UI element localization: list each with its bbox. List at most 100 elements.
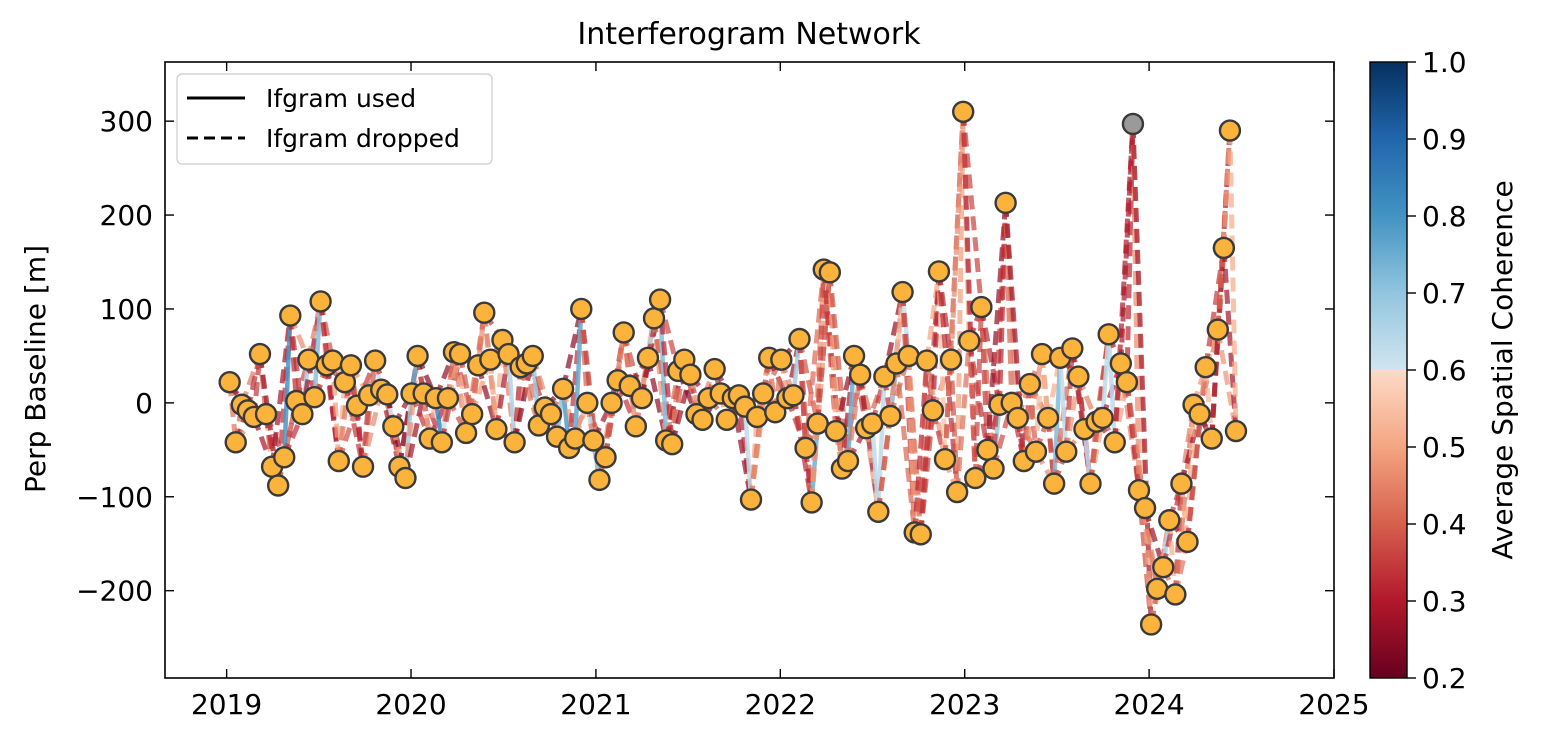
acquisition-point	[1055, 440, 1078, 463]
acquisition-point	[1109, 352, 1133, 375]
ifgram-dropped-edge	[1203, 366, 1215, 439]
acquisition-point	[800, 491, 823, 514]
acquisition-point	[745, 405, 769, 429]
ifgram-dropped-edge	[978, 306, 1003, 406]
ifgram-dropped-edge	[1130, 123, 1154, 625]
acquisition-point	[1061, 337, 1084, 360]
acquisition-point	[788, 327, 811, 351]
acquisition-point	[891, 280, 914, 304]
acquisition-point	[248, 342, 272, 366]
ifgram-dropped-edge	[936, 271, 960, 493]
acquisition-point	[1164, 583, 1187, 606]
acquisition-point	[1018, 372, 1042, 396]
x-tick-label: 2024	[1113, 688, 1184, 721]
ifgram-dropped-edge	[991, 402, 1015, 470]
x-tick-label: 2021	[560, 688, 631, 721]
acquisition-point	[594, 446, 617, 469]
acquisition-point	[1103, 431, 1126, 454]
ifgram-used-edge	[1057, 357, 1069, 452]
acquisition-point	[958, 329, 981, 353]
x-tick-label: 2020	[375, 688, 446, 721]
acquisition-point	[273, 446, 296, 469]
ifgram-dropped-edge	[875, 363, 899, 513]
acquisition-point	[521, 344, 544, 368]
acquisition-point	[824, 419, 848, 443]
acquisition-point	[648, 288, 672, 311]
acquisition-point	[254, 402, 278, 426]
acquisition-point	[1212, 236, 1236, 260]
y-tick-label: 200	[100, 199, 153, 232]
acquisition-point	[1194, 355, 1217, 379]
ifgram-dropped-edge	[560, 308, 584, 390]
acquisition-point	[982, 457, 1005, 480]
acquisition-point	[1218, 119, 1242, 142]
acquisition-point	[630, 386, 654, 410]
acquisition-point	[1188, 402, 1211, 426]
x-tick-label: 2025	[1298, 688, 1369, 721]
acquisition-point	[739, 488, 763, 511]
acquisition-point	[351, 455, 375, 478]
acquisition-point	[1145, 577, 1169, 600]
ifgram-dropped-edge	[1112, 123, 1136, 443]
acquisition-point	[564, 427, 587, 450]
x-tick-label: 2023	[929, 688, 1000, 721]
acquisition-point	[1067, 365, 1090, 388]
y-tick-label: 0	[135, 387, 153, 420]
ifgram-dropped-edge	[1166, 520, 1178, 595]
colorbar-tick-label: 0.9	[1422, 123, 1467, 156]
ifgram-dropped-edge	[621, 331, 645, 399]
acquisition-point	[473, 301, 496, 324]
acquisition-point	[836, 449, 860, 473]
acquisition-point	[921, 399, 945, 422]
acquisition-points	[218, 100, 1248, 636]
acquisition-point	[1079, 472, 1102, 495]
ifgram-dropped-edge	[336, 364, 354, 462]
acquisition-point	[879, 404, 902, 428]
acquisition-point	[570, 297, 593, 321]
ifgram-dropped-edge	[324, 364, 342, 462]
ifgram-dropped-edge	[1142, 507, 1154, 625]
acquisition-point	[1091, 406, 1114, 430]
colorbar-tick-label: 0.5	[1422, 431, 1467, 464]
colorbar-tick-label: 0.6	[1422, 354, 1467, 387]
colorbar: 0.2 0.3 0.4 0.5 0.6 0.7 0.8 0.9 1.0 Average Spat…	[1369, 46, 1519, 695]
y-tick-label: 100	[100, 293, 153, 326]
acquisition-point	[363, 349, 387, 372]
acquisition-point	[551, 377, 575, 400]
acquisition-point	[382, 415, 405, 438]
acquisition-point	[454, 421, 478, 445]
acquisition-point	[1024, 440, 1048, 463]
ifgram-dropped-edge	[748, 357, 772, 500]
acquisition-point	[406, 344, 429, 368]
legend-dropped-label: Ifgram dropped	[266, 124, 460, 153]
acquisition-point	[818, 261, 842, 284]
acquisition-point	[279, 304, 302, 327]
acquisition-point	[1224, 419, 1248, 443]
acquisition-point	[715, 408, 738, 431]
ifgram-dropped-edge	[657, 298, 681, 372]
ifgram-dropped-edge	[1124, 123, 1136, 383]
x-tick-label: 2019	[191, 688, 262, 721]
acquisition-point	[612, 321, 635, 344]
acquisition-point	[266, 474, 290, 497]
ifgram-dropped-edge	[960, 111, 984, 308]
y-tick-label: 300	[100, 105, 153, 138]
acquisition-point	[503, 431, 526, 454]
acquisition-point	[297, 348, 320, 371]
acquisition-point	[897, 344, 920, 368]
acquisition-point	[945, 480, 969, 504]
acquisition-point	[1170, 472, 1193, 495]
acquisition-point	[915, 349, 939, 372]
ifgram-dropped-edge	[1215, 130, 1233, 330]
acquisition-point	[321, 349, 344, 372]
acquisition-point	[1139, 613, 1163, 636]
colorbar-tick-label: 0.8	[1422, 200, 1467, 233]
acquisition-point	[1097, 323, 1120, 346]
acquisition-point	[600, 391, 623, 415]
acquisition-point	[842, 344, 866, 368]
ifgram-dropped-edge	[1130, 123, 1142, 491]
y-axis-label: Perp Baseline [m]	[19, 245, 52, 493]
acquisition-point	[794, 436, 817, 460]
acquisition-point	[1206, 318, 1230, 341]
